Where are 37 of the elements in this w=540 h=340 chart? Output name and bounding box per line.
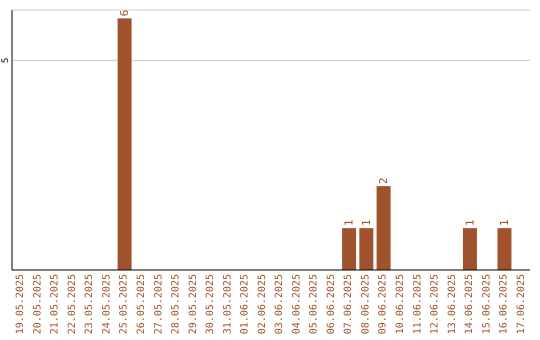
x-tick-label: 19.05.2025: [15, 274, 26, 334]
x-tick-label: 29.05.2025: [188, 274, 199, 334]
x-tick-label: 23.05.2025: [84, 274, 96, 334]
y-tick-label: 5: [1, 57, 11, 64]
x-tick-label: 31.05.2025: [222, 274, 234, 334]
x-tick-label: 09.06.2025: [378, 274, 389, 334]
x-tick-label: 06.06.2025: [326, 274, 337, 334]
x-tick-label: 01.06.2025: [240, 274, 251, 334]
x-tick-label: 02.06.2025: [256, 274, 268, 334]
x-tick-label: 05.06.2025: [308, 274, 320, 334]
x-tick-label: 17.06.2025: [516, 274, 527, 334]
x-tick-label: 14.06.2025: [464, 274, 476, 334]
x-tick-label: 15.06.2025: [481, 274, 492, 334]
x-tick-label: 25.05.2025: [118, 274, 130, 334]
x-tick-label: 28.05.2025: [170, 274, 182, 334]
data-label: 1: [360, 219, 373, 226]
x-tick-label: 30.05.2025: [205, 274, 216, 334]
x-tick-label: 21.05.2025: [50, 274, 61, 334]
x-tick-label: 07.06.2025: [343, 274, 354, 334]
data-label: 1: [463, 219, 476, 226]
x-tick-label: 13.06.2025: [446, 274, 458, 334]
x-tick-label: 03.06.2025: [274, 274, 286, 334]
x-tick-label: 11.06.2025: [412, 274, 424, 334]
data-label: 1: [498, 219, 511, 226]
data-label: 2: [377, 178, 390, 184]
x-tick-label: 04.06.2025: [291, 274, 302, 334]
x-tick-label: 20.05.2025: [32, 274, 44, 334]
x-tick-label: 12.06.2025: [430, 274, 441, 334]
data-label: 1: [342, 219, 356, 226]
x-tick-label: 27.05.2025: [153, 274, 164, 334]
x-tick-label: 10.06.2025: [395, 274, 406, 334]
x-tick-label: 26.05.2025: [136, 274, 147, 334]
x-tick-label: 22.05.2025: [66, 274, 78, 334]
x-tick-label: 24.05.2025: [101, 274, 112, 334]
x-tick-label: 16.06.2025: [498, 274, 510, 334]
x-tick-label: 08.06.2025: [360, 274, 372, 334]
data-label: 6: [118, 10, 132, 16]
